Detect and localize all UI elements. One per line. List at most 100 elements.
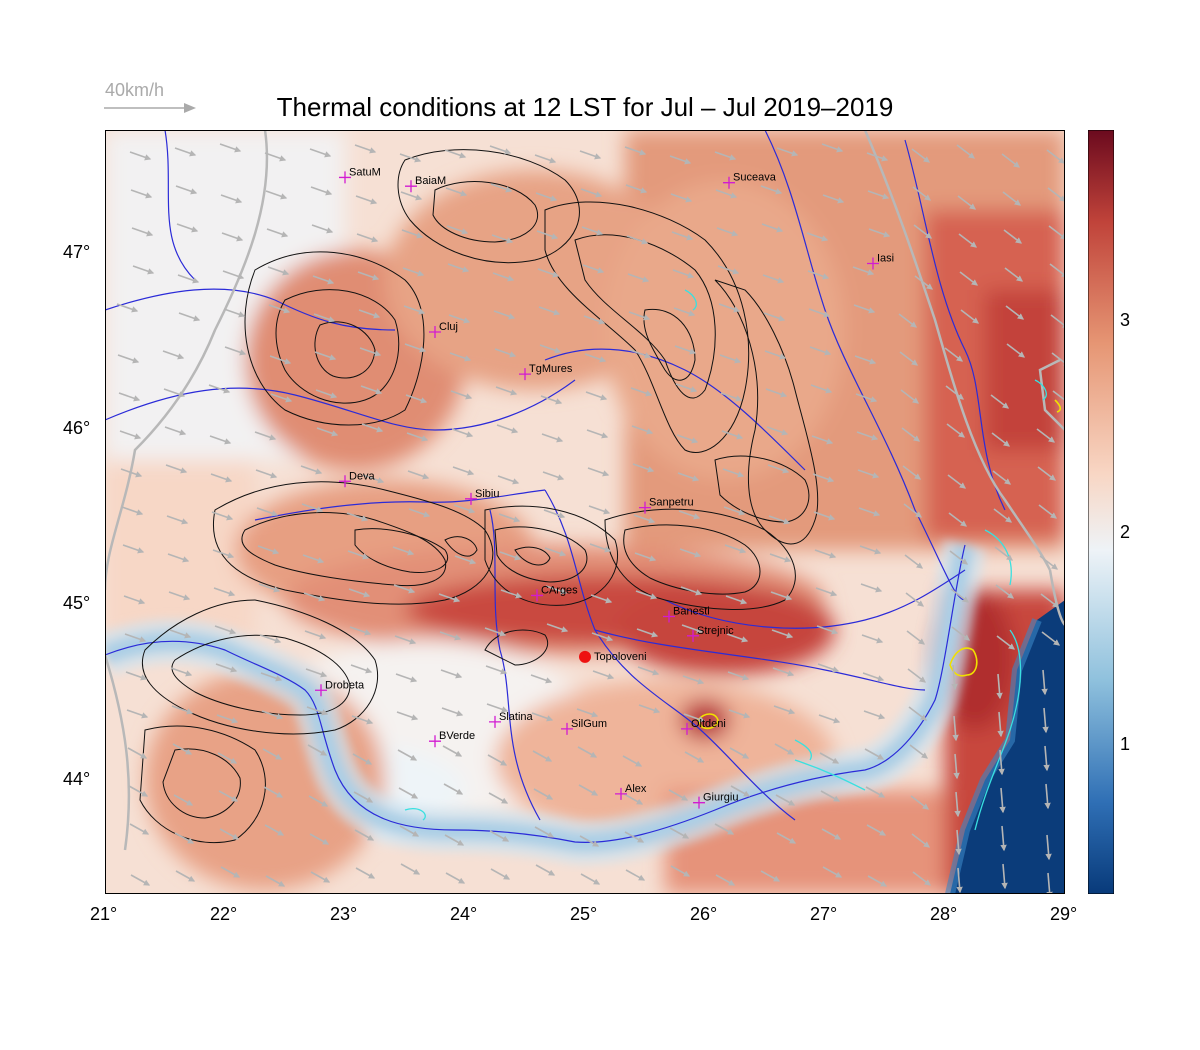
wind-arrow-icon — [546, 623, 569, 633]
cross-marker-icon — [693, 796, 705, 809]
wind-arrow-icon — [484, 627, 507, 637]
wind-arrow-icon — [162, 350, 185, 360]
wind-arrow-icon — [396, 711, 419, 721]
wind-arrow-icon — [585, 391, 608, 401]
wind-arrow-icon — [493, 310, 516, 320]
wind-arrow-icon — [255, 469, 278, 479]
wind-arrow-icon — [360, 385, 383, 395]
wind-arrow-icon — [259, 634, 282, 644]
city-marker-strejnic: Strejnic — [687, 625, 734, 642]
wind-arrow-icon — [814, 549, 837, 559]
wind-arrow-icon — [399, 153, 422, 163]
wind-arrow-icon — [584, 353, 607, 363]
wind-arrow-icon — [761, 223, 784, 233]
wind-arrow-icon — [453, 504, 476, 514]
wind-arrow-icon — [499, 551, 522, 561]
wind-arrow-icon — [264, 824, 285, 836]
wind-arrow-icon — [625, 869, 646, 881]
cross-marker-icon — [339, 171, 351, 184]
city-label: Iasi — [877, 252, 894, 264]
city-label: Banesti — [673, 606, 710, 618]
wind-arrow-icon — [638, 704, 661, 714]
wind-arrow-icon — [166, 515, 189, 525]
wind-arrow-icon — [900, 389, 920, 404]
wind-arrow-icon — [1044, 783, 1051, 810]
city-label: BaiaM — [415, 175, 446, 187]
wind-arrow-icon — [398, 787, 419, 799]
colorbar-tick-label: 1 — [1120, 734, 1131, 755]
wind-arrow-icon — [720, 392, 743, 402]
wind-arrow-icon — [223, 308, 246, 318]
wind-arrow-icon — [1050, 314, 1065, 329]
wind-arrow-icon — [867, 190, 890, 200]
wind-arrow-icon — [492, 272, 515, 282]
cross-marker-icon — [489, 715, 501, 728]
wind-arrow-icon — [819, 752, 840, 764]
wind-arrow-icon — [209, 435, 232, 445]
wind-arrow-icon — [623, 793, 644, 805]
wind-arrow-icon — [672, 269, 695, 279]
wind-arrow-icon — [533, 788, 554, 800]
wind-arrow-icon — [808, 308, 831, 318]
wind-arrow-icon — [392, 546, 415, 556]
wind-arrow-icon — [912, 186, 932, 201]
wind-arrow-icon — [632, 463, 655, 473]
wind-arrow-icon — [951, 626, 971, 641]
wind-arrow-icon — [578, 784, 599, 796]
wind-arrow-icon — [176, 223, 199, 233]
wind-arrow-icon — [866, 152, 889, 162]
wind-arrow-icon — [542, 471, 565, 481]
x-tick-label: 28° — [930, 904, 958, 924]
wind-arrow-icon — [127, 747, 148, 759]
wind-arrow-icon — [721, 430, 744, 440]
wind-arrow-icon — [862, 672, 885, 682]
wind-arrow-icon — [580, 873, 601, 885]
wind-arrow-icon — [1048, 225, 1065, 240]
wind-arrow-icon — [957, 195, 977, 210]
wind-arrow-icon — [813, 511, 836, 521]
wind-arrow-icon — [537, 268, 560, 278]
wind-arrow-icon — [626, 235, 649, 245]
wind-arrow-icon — [167, 553, 190, 563]
wind-arrow-icon — [349, 626, 372, 636]
wind-arrow-icon — [1039, 555, 1059, 570]
wind-arrow-icon — [997, 711, 1004, 738]
city-marker-bverde: BVerde — [429, 730, 475, 748]
wind-arrow-icon — [581, 226, 604, 236]
wind-arrow-icon — [820, 790, 841, 802]
wind-arrow-icon — [867, 875, 888, 887]
wind-arrow-icon — [532, 750, 553, 762]
wind-arrow-icon — [265, 190, 288, 200]
city-marker-carges: CArges — [531, 584, 578, 602]
wind-arrow-icon — [682, 675, 705, 685]
wind-arrow-icon — [498, 513, 521, 523]
wind-arrow-icon — [128, 785, 149, 797]
wind-arrow-icon — [397, 749, 418, 761]
wind-arrow-icon — [359, 347, 382, 357]
wind-arrow-icon — [822, 194, 845, 204]
wind-arrow-icon — [170, 667, 193, 677]
cross-marker-icon — [519, 368, 531, 381]
wind-arrow-icon — [265, 875, 286, 887]
wind-arrow-icon — [490, 183, 513, 193]
wind-arrow-icon — [447, 263, 470, 273]
city-marker-banesti: Banesti — [663, 606, 710, 623]
wind-arrow-icon — [818, 714, 841, 724]
wind-arrow-icon — [727, 671, 750, 681]
wind-arrow-icon — [123, 595, 146, 605]
wind-arrow-icon — [622, 755, 643, 767]
wind-arrow-icon — [174, 832, 195, 844]
wind-arrow-icon — [270, 393, 293, 403]
wind-arrow-icon — [122, 544, 145, 554]
x-tick-label: 24° — [450, 904, 478, 924]
wind-arrow-icon — [729, 747, 750, 759]
wind-arrow-icon — [168, 591, 191, 601]
cross-marker-icon — [429, 325, 441, 338]
wind-arrow-icon — [496, 424, 519, 434]
wind-arrow-icon — [953, 753, 960, 780]
wind-arrow-icon — [677, 472, 700, 482]
city-label: Cluj — [439, 321, 458, 333]
wind-arrow-icon — [815, 587, 838, 597]
wind-arrow-icon — [948, 512, 968, 527]
city-label: Oltdeni — [691, 718, 726, 730]
